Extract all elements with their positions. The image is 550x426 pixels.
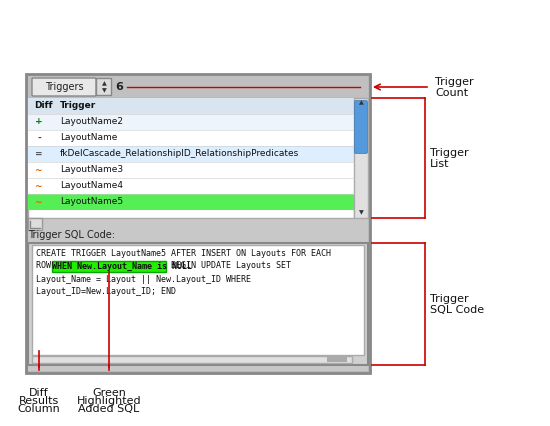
FancyBboxPatch shape	[32, 78, 96, 96]
Text: Trigger: Trigger	[435, 77, 474, 87]
Bar	[28, 218, 42, 230]
Bar	[28, 194, 354, 210]
Text: Trigger: Trigger	[430, 294, 469, 304]
Text: =: =	[35, 150, 43, 158]
Text: ▲: ▲	[359, 101, 364, 106]
Text: WHEN New.Layout_Name is NULL: WHEN New.Layout_Name is NULL	[52, 262, 192, 271]
Text: Green: Green	[92, 388, 126, 398]
Text: Highlighted: Highlighted	[76, 396, 141, 406]
Text: LayoutName3: LayoutName3	[60, 165, 123, 175]
Bar	[32, 245, 364, 355]
Bar	[28, 98, 354, 114]
Text: CREATE TRIGGER LayoutName5 AFTER INSERT ON Layouts FOR EACH: CREATE TRIGGER LayoutName5 AFTER INSERT …	[36, 248, 331, 257]
Text: Added SQL: Added SQL	[78, 404, 140, 414]
Bar	[354, 98, 368, 218]
Text: Triggers: Triggers	[45, 82, 83, 92]
Text: Trigger SQL Code:: Trigger SQL Code:	[28, 230, 115, 240]
FancyBboxPatch shape	[28, 76, 368, 371]
Text: ▼: ▼	[102, 88, 106, 93]
Bar	[28, 162, 354, 178]
Text: Count: Count	[435, 88, 468, 98]
Text: ▲: ▲	[102, 81, 106, 86]
Bar	[32, 356, 352, 363]
Text: LayoutName: LayoutName	[60, 133, 117, 143]
Text: +: +	[35, 118, 43, 127]
Text: Layout_Name = Layout || New.Layout_ID WHERE: Layout_Name = Layout || New.Layout_ID WH…	[36, 274, 251, 283]
Text: ~: ~	[35, 181, 43, 190]
Text: Diff: Diff	[29, 388, 49, 398]
Text: LayoutName5: LayoutName5	[60, 198, 123, 207]
Text: ~: ~	[35, 198, 43, 207]
Text: ROW: ROW	[36, 262, 56, 271]
Text: -: -	[37, 133, 41, 143]
Bar	[28, 146, 354, 162]
Text: Results: Results	[19, 396, 59, 406]
Bar	[28, 114, 354, 130]
Bar	[52, 261, 166, 271]
Text: ~: ~	[35, 165, 43, 175]
Text: Diff: Diff	[34, 101, 53, 110]
Text: Trigger: Trigger	[60, 101, 96, 110]
Text: List: List	[430, 159, 449, 169]
Text: Column: Column	[18, 404, 60, 414]
Text: LayoutName4: LayoutName4	[60, 181, 123, 190]
Bar	[28, 98, 354, 218]
Bar	[28, 243, 368, 365]
Bar	[327, 357, 347, 362]
Text: Layout_ID=New.Layout_ID; END: Layout_ID=New.Layout_ID; END	[36, 288, 176, 296]
Bar	[28, 76, 368, 98]
Text: fkDelCascade_RelationshipID_RelationshipPredicates: fkDelCascade_RelationshipID_Relationship…	[60, 150, 299, 158]
Bar	[28, 130, 354, 146]
Text: 6: 6	[115, 82, 123, 92]
Text: Trigger: Trigger	[430, 148, 469, 158]
FancyBboxPatch shape	[96, 78, 112, 95]
Bar	[28, 178, 354, 194]
FancyBboxPatch shape	[26, 74, 370, 373]
Text: SQL Code: SQL Code	[430, 305, 484, 315]
Text: LayoutName2: LayoutName2	[60, 118, 123, 127]
FancyBboxPatch shape	[355, 101, 367, 153]
Text: BEGIN UPDATE Layouts SET: BEGIN UPDATE Layouts SET	[166, 262, 290, 271]
Text: ▼: ▼	[359, 210, 364, 216]
